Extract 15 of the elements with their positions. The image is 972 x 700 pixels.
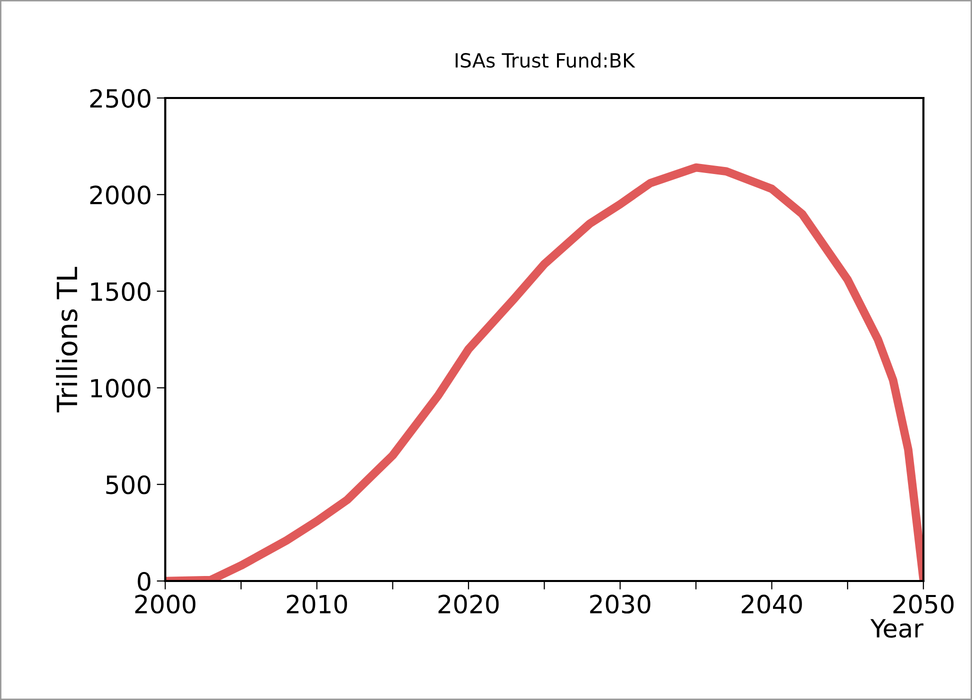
x-tick-label: 2010 xyxy=(286,594,348,614)
y-tick-label: 1500 xyxy=(91,282,150,302)
y-tick-label: 1000 xyxy=(91,378,150,398)
y-axis-title: Trillions TL xyxy=(56,266,78,412)
x-tick-label: 2050 xyxy=(893,594,954,614)
y-tick-label: 0 xyxy=(138,572,150,591)
y-tick-label: 2000 xyxy=(90,186,150,204)
chart-title: ISAs Trust Fund:BK xyxy=(456,52,636,68)
x-tick-label: 2000 xyxy=(135,594,196,614)
x-axis-title: Year xyxy=(870,619,924,638)
x-tick-label: 2030 xyxy=(590,594,650,614)
x-tick-label: 2040 xyxy=(742,594,802,614)
x-tick-label: 2020 xyxy=(438,594,499,614)
y-tick-label: 500 xyxy=(106,475,150,494)
y-tick-label: 2500 xyxy=(90,88,150,108)
